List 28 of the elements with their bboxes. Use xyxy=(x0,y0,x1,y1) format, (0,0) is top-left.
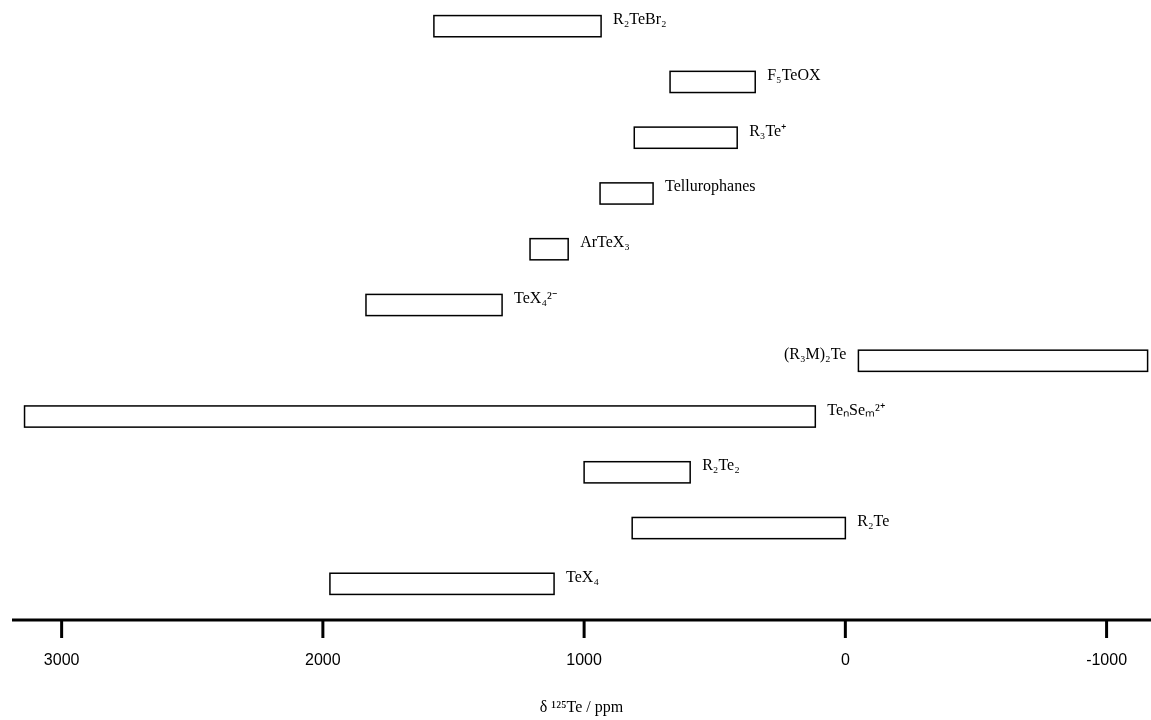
x-tick-label: 2000 xyxy=(305,651,341,668)
y-tick-label: F₅TeOX xyxy=(767,65,822,83)
y-tick-label: TeX₄ xyxy=(566,567,600,585)
x-tick-label: -1000 xyxy=(1086,651,1128,668)
y-tick-label: R₂Te xyxy=(857,512,890,530)
bar xyxy=(583,460,691,484)
y-tick-label: R₂Te₂ xyxy=(702,456,740,474)
y-tick-label: Tellurophanes xyxy=(665,177,756,196)
y-tick-label: R₃Te⁺ xyxy=(749,121,787,139)
x-tick-label: 0 xyxy=(840,651,850,668)
y-tick-label: TeₙSeₘ²⁺ xyxy=(827,400,885,418)
x-axis-title: δ ¹²⁵Te / ppm xyxy=(539,698,624,716)
bar xyxy=(599,182,654,205)
bar xyxy=(857,349,1149,373)
bar xyxy=(329,572,555,596)
y-tick-label: R₂TeBr₂ xyxy=(613,10,667,28)
bar xyxy=(633,126,738,150)
x-tick-label: 3000 xyxy=(43,651,80,668)
bar xyxy=(631,516,847,540)
bar xyxy=(529,237,569,261)
x-tick-label: 1000 xyxy=(566,651,603,668)
y-tick-label: ArTeX₃ xyxy=(580,233,630,251)
y-tick-label: TeX₄²⁻ xyxy=(514,289,557,306)
y-tick-label: (R₃M)₂Te xyxy=(783,344,847,363)
bar xyxy=(433,14,602,38)
bar xyxy=(23,405,817,428)
bar xyxy=(365,293,503,317)
bar xyxy=(669,70,756,94)
